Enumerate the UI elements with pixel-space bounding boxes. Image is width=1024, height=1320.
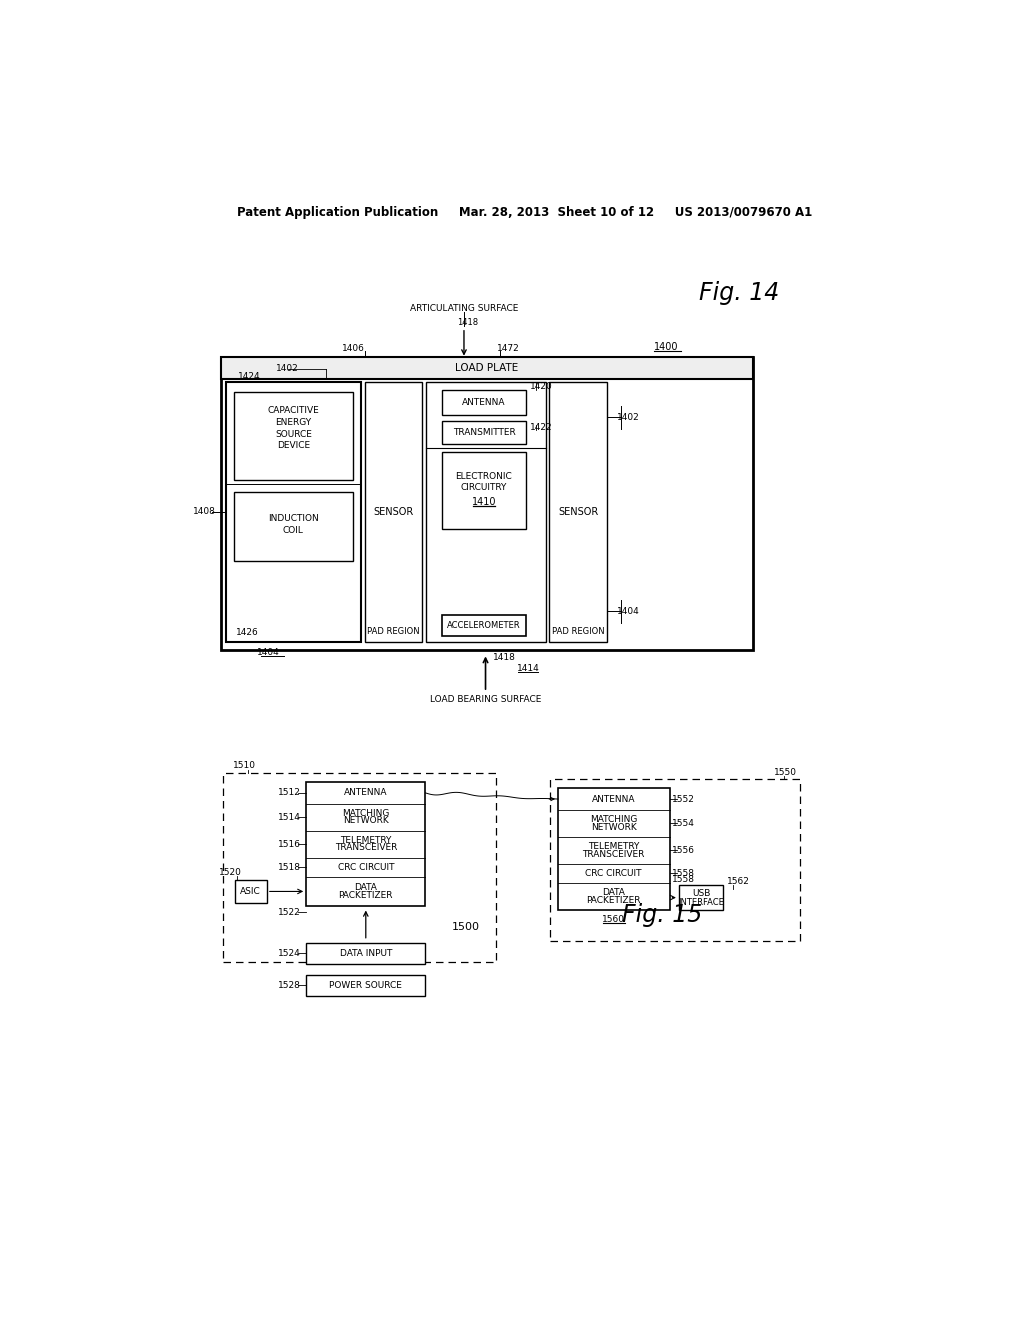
Text: CRC CIRCUIT: CRC CIRCUIT: [586, 869, 642, 878]
Bar: [221, 358, 753, 379]
Text: TRANSCEIVER: TRANSCEIVER: [583, 850, 645, 858]
Text: POWER SOURCE: POWER SOURCE: [330, 981, 402, 990]
Text: 1410: 1410: [472, 496, 497, 507]
Text: 1522: 1522: [278, 908, 301, 916]
Text: 1560: 1560: [602, 915, 626, 924]
Bar: [234, 880, 267, 903]
Text: 1404: 1404: [257, 648, 280, 657]
Bar: [441, 451, 526, 529]
Text: 1552: 1552: [672, 795, 695, 804]
Bar: [306, 942, 425, 964]
Text: SENSOR: SENSOR: [558, 507, 598, 517]
Text: MATCHING: MATCHING: [342, 809, 389, 818]
Text: 1414: 1414: [516, 664, 540, 673]
Text: 1472: 1472: [497, 345, 519, 352]
Bar: [558, 788, 670, 909]
Text: SENSOR: SENSOR: [374, 507, 414, 517]
Text: ARTICULATING SURFACE: ARTICULATING SURFACE: [410, 304, 518, 313]
Text: Fig. 15: Fig. 15: [622, 903, 702, 928]
Text: 1418: 1418: [458, 318, 478, 327]
Text: 1528: 1528: [278, 981, 301, 990]
Text: 1404: 1404: [617, 607, 640, 615]
Text: CIRCUITRY: CIRCUITRY: [461, 483, 507, 492]
Text: ANTENNA: ANTENNA: [344, 788, 387, 797]
Text: 1558: 1558: [672, 869, 695, 878]
Text: 1512: 1512: [278, 788, 301, 797]
Bar: [365, 383, 422, 642]
Text: INTERFACE: INTERFACE: [678, 899, 724, 907]
Text: 1402: 1402: [617, 413, 640, 421]
Text: TRANSMITTER: TRANSMITTER: [453, 428, 515, 437]
Bar: [550, 383, 607, 642]
Text: 1400: 1400: [653, 342, 678, 352]
Text: 1408: 1408: [194, 507, 216, 516]
Bar: [233, 392, 353, 480]
Text: ANTENNA: ANTENNA: [462, 399, 506, 407]
Text: TELEMETRY: TELEMETRY: [340, 836, 391, 845]
Text: ELECTRONIC: ELECTRONIC: [456, 473, 512, 480]
Text: CRC CIRCUIT: CRC CIRCUIT: [338, 863, 394, 871]
Text: DEVICE: DEVICE: [276, 441, 310, 450]
Text: ENERGY: ENERGY: [275, 418, 311, 426]
Text: 1556: 1556: [672, 846, 695, 855]
Text: ASIC: ASIC: [241, 887, 261, 896]
Bar: [226, 383, 360, 642]
Text: LOAD BEARING SURFACE: LOAD BEARING SURFACE: [430, 696, 542, 704]
Text: TRANSCEIVER: TRANSCEIVER: [335, 843, 397, 853]
Text: TELEMETRY: TELEMETRY: [588, 842, 639, 851]
Bar: [441, 615, 526, 636]
Text: 1500: 1500: [452, 921, 479, 932]
Text: 1514: 1514: [278, 813, 301, 821]
Text: INDUCTION: INDUCTION: [268, 515, 318, 523]
Text: Patent Application Publication     Mar. 28, 2013  Sheet 10 of 12     US 2013/007: Patent Application Publication Mar. 28, …: [238, 206, 812, 219]
Text: SOURCE: SOURCE: [275, 429, 312, 438]
Text: DATA: DATA: [602, 888, 626, 898]
Text: 1406: 1406: [342, 345, 366, 352]
Bar: [441, 391, 526, 414]
Text: LOAD PLATE: LOAD PLATE: [456, 363, 519, 372]
Text: 1520: 1520: [219, 867, 242, 876]
Text: 1426: 1426: [237, 628, 259, 638]
Text: DATA INPUT: DATA INPUT: [340, 949, 392, 957]
Text: PACKETIZER: PACKETIZER: [339, 891, 393, 900]
Text: DATA: DATA: [354, 883, 377, 892]
Bar: [679, 886, 724, 909]
Text: COIL: COIL: [283, 525, 304, 535]
Text: CAPACITIVE: CAPACITIVE: [267, 407, 319, 416]
Text: 1524: 1524: [278, 949, 301, 957]
Bar: [306, 781, 425, 906]
Bar: [221, 358, 753, 649]
Text: 1550: 1550: [773, 768, 797, 776]
Text: USB: USB: [692, 890, 711, 898]
Text: 1510: 1510: [233, 762, 256, 771]
Bar: [306, 975, 425, 997]
Bar: [441, 421, 526, 444]
Text: PAD REGION: PAD REGION: [368, 627, 420, 636]
Text: 1402: 1402: [276, 364, 299, 374]
Text: NETWORK: NETWORK: [343, 817, 389, 825]
Text: 1516: 1516: [278, 840, 301, 849]
Text: 1518: 1518: [278, 863, 301, 871]
Text: PACKETIZER: PACKETIZER: [587, 896, 641, 904]
Text: 1418: 1418: [494, 653, 516, 661]
Text: MATCHING: MATCHING: [590, 814, 637, 824]
Text: 1562: 1562: [727, 876, 751, 886]
Text: NETWORK: NETWORK: [591, 822, 637, 832]
Text: PAD REGION: PAD REGION: [552, 627, 604, 636]
Text: 1554: 1554: [672, 818, 695, 828]
Bar: [426, 383, 546, 642]
Bar: [550, 779, 801, 941]
Text: ACCELEROMETER: ACCELEROMETER: [447, 620, 521, 630]
Bar: [233, 492, 353, 561]
Text: 1422: 1422: [530, 422, 553, 432]
Text: 1558: 1558: [672, 875, 695, 883]
Text: Fig. 14: Fig. 14: [698, 281, 779, 305]
Bar: [223, 774, 497, 961]
Text: 1424: 1424: [238, 372, 260, 380]
Text: 1420: 1420: [530, 381, 553, 391]
Text: ANTENNA: ANTENNA: [592, 795, 636, 804]
